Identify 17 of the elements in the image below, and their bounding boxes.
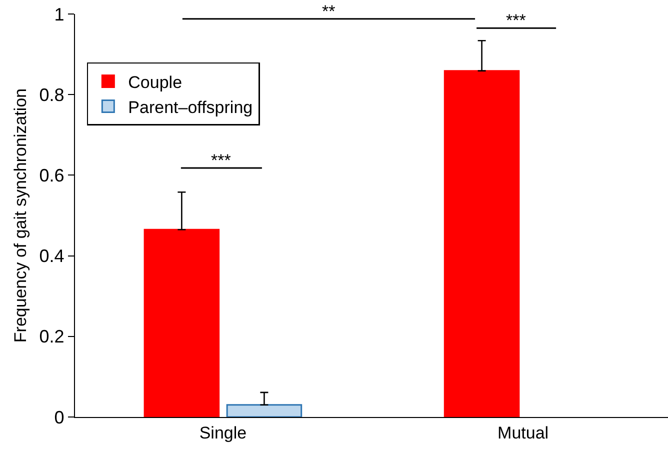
y-tick-label: 0.2: [39, 326, 64, 347]
bar: [144, 228, 220, 417]
annotation: ***: [506, 11, 526, 30]
legend-label: Parent–offspring: [128, 98, 253, 117]
y-tick-label: 0.8: [39, 84, 64, 105]
bar: [226, 404, 302, 417]
y-tick-label: 1: [54, 4, 64, 24]
x-tick-label: Mutual: [498, 424, 549, 443]
annotation: ***: [211, 151, 232, 170]
legend-label: Couple: [128, 72, 182, 92]
y-tick-label: 0.4: [39, 246, 64, 266]
x-tick-label: Single: [199, 424, 247, 443]
annotation: **: [322, 2, 336, 21]
y-tick-label: 0.6: [39, 166, 64, 186]
bar: [444, 70, 520, 417]
y-tick-label: 0: [54, 407, 64, 428]
y-axis-title: Frequency of gait synchronization: [10, 88, 30, 343]
